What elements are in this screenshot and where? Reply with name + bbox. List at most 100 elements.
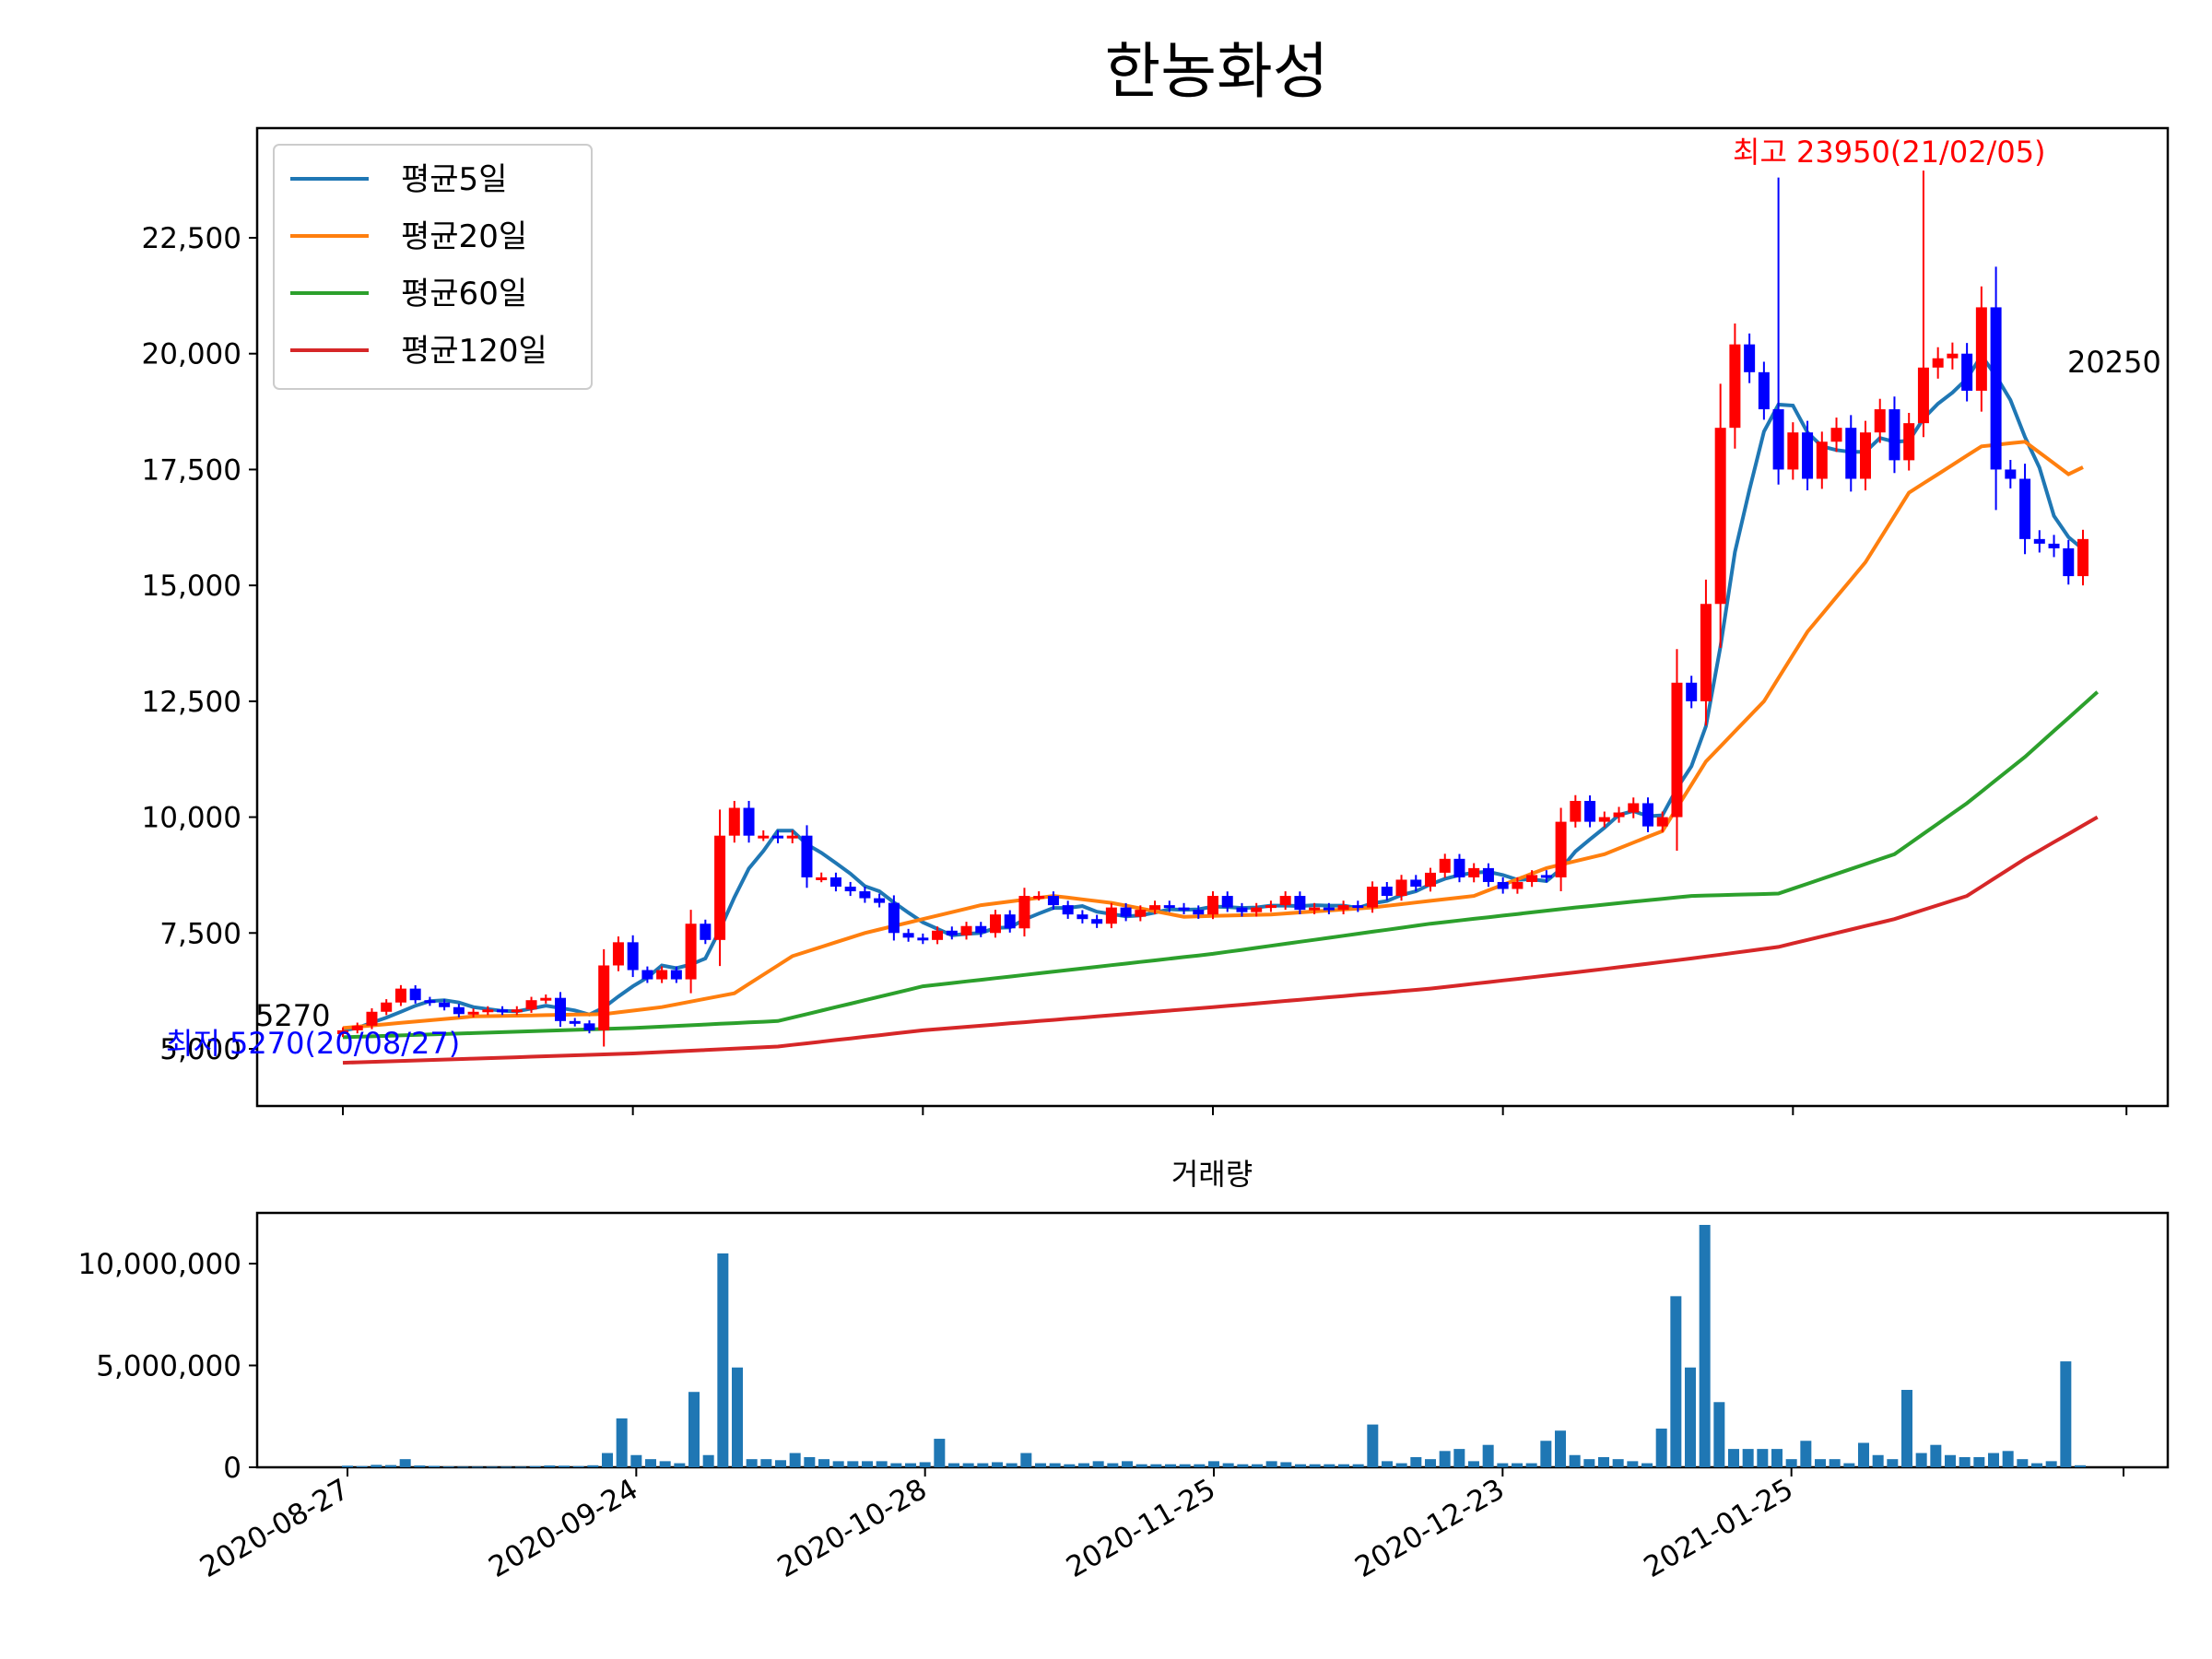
x-tick-label: 2021-01-25 — [1639, 1473, 1799, 1584]
candle — [1251, 902, 1263, 917]
candle-body — [1062, 905, 1074, 915]
volume-bar — [1092, 1461, 1104, 1467]
candle — [1091, 914, 1103, 928]
candle — [1193, 905, 1205, 919]
volume-bar — [559, 1465, 570, 1467]
candle-body — [1816, 441, 1828, 479]
volume-bar — [371, 1465, 382, 1467]
candle — [1526, 870, 1538, 888]
volume-bar — [630, 1454, 642, 1467]
candle-body — [2063, 547, 2075, 577]
candle — [1990, 266, 2002, 511]
candle — [1221, 891, 1233, 912]
candle-body — [569, 1020, 581, 1024]
candle-body — [1947, 353, 1959, 359]
candle — [424, 996, 436, 1006]
candle — [946, 926, 958, 940]
volume-bar — [992, 1462, 1003, 1467]
ma-line-3 — [342, 690, 2100, 1040]
volume-bar — [1728, 1449, 1739, 1467]
candle-body — [1628, 803, 1640, 813]
candle — [1613, 806, 1625, 823]
candle-body — [1787, 432, 1799, 470]
candle — [685, 910, 697, 994]
volume-bar — [1453, 1449, 1465, 1467]
candle-body — [1961, 353, 1973, 391]
candle-body — [1903, 423, 1915, 461]
candle-body — [656, 970, 668, 980]
volume-bar — [1425, 1459, 1436, 1467]
candle-body — [1613, 812, 1625, 818]
candle — [932, 926, 944, 945]
volume-bar — [2075, 1465, 2086, 1467]
volume-bar — [847, 1461, 859, 1467]
volume-bar — [890, 1463, 902, 1467]
candle-body — [1990, 307, 2002, 470]
volume-bar — [1049, 1463, 1061, 1467]
candle-body — [540, 997, 552, 1001]
candle — [1497, 877, 1509, 894]
volume-bar — [1988, 1453, 1999, 1467]
candle — [888, 895, 900, 941]
candle-body — [1874, 409, 1886, 433]
candle — [641, 966, 653, 983]
candle — [525, 996, 537, 1013]
price-x-axis — [342, 1106, 2128, 1115]
candle-body — [1845, 428, 1857, 479]
candle — [772, 830, 783, 843]
candle — [1642, 797, 1653, 832]
price-y-tick-label: 7,500 — [159, 917, 241, 950]
volume-bar — [760, 1459, 772, 1467]
candle-body — [1207, 896, 1218, 915]
volume-y-axis: 0 5,000,000 10,000,000 — [78, 1248, 257, 1485]
candle-body — [1830, 428, 1842, 442]
candle-body — [859, 891, 871, 899]
candle — [1178, 902, 1190, 914]
candle-body — [612, 942, 624, 966]
candle-body — [1497, 881, 1509, 889]
volume-bar — [342, 1465, 353, 1467]
volume-bar — [1367, 1424, 1379, 1467]
x-tick-label: 2020-10-28 — [772, 1473, 933, 1584]
volume-bar — [1757, 1449, 1769, 1467]
volume-bar — [746, 1459, 758, 1467]
candle — [786, 830, 798, 843]
candle-body — [351, 1025, 363, 1030]
volume-bar — [1945, 1454, 1956, 1467]
candle-body — [888, 902, 900, 934]
legend-label: 평균20일 — [401, 218, 527, 255]
volume-y-tick-label: 10,000,000 — [78, 1248, 242, 1281]
candle-body — [1193, 910, 1205, 915]
candle — [366, 1008, 378, 1030]
volume-bar — [1872, 1454, 1884, 1467]
volume-bar — [457, 1466, 469, 1468]
volume-bar — [2060, 1361, 2072, 1467]
volume-bar — [1035, 1463, 1046, 1467]
candle — [859, 887, 871, 903]
candle — [1758, 361, 1770, 420]
candle — [670, 966, 682, 983]
x-tick-label: 2020-11-25 — [1061, 1473, 1221, 1584]
candle-body — [1917, 367, 1929, 424]
volume-bar — [1915, 1453, 1927, 1467]
volume-bar — [1887, 1459, 1899, 1467]
volume-y-tick-label: 0 — [223, 1452, 241, 1485]
volume-bar — [1843, 1463, 1855, 1467]
candle-body — [1975, 307, 1987, 391]
volume-bar — [1107, 1463, 1119, 1467]
candle — [1947, 342, 1959, 370]
x-tick-label: 2020-09-24 — [483, 1473, 643, 1584]
volume-title: 거래량 — [1171, 1157, 1253, 1192]
candle-body — [1410, 879, 1422, 887]
candle — [2077, 529, 2088, 586]
candle — [394, 984, 406, 1006]
candle — [700, 919, 712, 945]
candle — [656, 966, 668, 983]
candle — [1004, 910, 1016, 933]
candle-body — [1425, 872, 1436, 887]
volume-bar — [529, 1465, 541, 1467]
candle-body — [1033, 896, 1045, 900]
volume-bar — [429, 1465, 440, 1467]
candle-body — [1540, 875, 1552, 878]
price-y-axis: 5,000 7,500 10,000 12,500 15,000 17,500 20,000… — [142, 222, 257, 1066]
